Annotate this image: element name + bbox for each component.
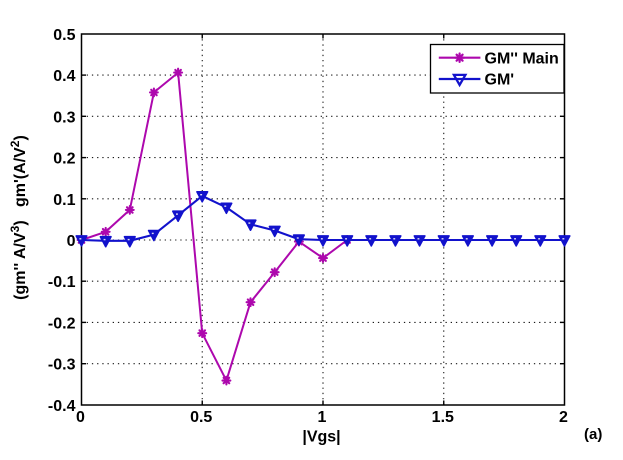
svg-text:-0.1: -0.1 xyxy=(48,274,76,291)
svg-text:0.3: 0.3 xyxy=(53,109,75,126)
svg-text:(a): (a) xyxy=(584,426,602,443)
svg-text:1: 1 xyxy=(318,409,327,426)
svg-text:-0.3: -0.3 xyxy=(48,357,76,374)
svg-text:1.5: 1.5 xyxy=(432,409,454,426)
svg-text:0: 0 xyxy=(76,409,85,426)
svg-text:0: 0 xyxy=(67,233,76,250)
svg-text:2: 2 xyxy=(559,409,568,426)
svg-text:(gm'' A/V3) gm'(A/V2): (gm'' A/V3) gm'(A/V2) xyxy=(8,135,29,300)
svg-text:-0.2: -0.2 xyxy=(48,315,76,332)
svg-text:GM'' Main: GM'' Main xyxy=(485,51,559,68)
svg-text:0.5: 0.5 xyxy=(53,27,75,44)
svg-text:0.4: 0.4 xyxy=(53,68,75,85)
svg-text:-0.4: -0.4 xyxy=(48,398,76,415)
svg-text:0.2: 0.2 xyxy=(53,151,75,168)
svg-text:0.1: 0.1 xyxy=(53,192,75,209)
svg-text:|Vgs|: |Vgs| xyxy=(302,429,340,446)
svg-text:GM': GM' xyxy=(485,72,515,89)
svg-text:0.5: 0.5 xyxy=(190,409,212,426)
